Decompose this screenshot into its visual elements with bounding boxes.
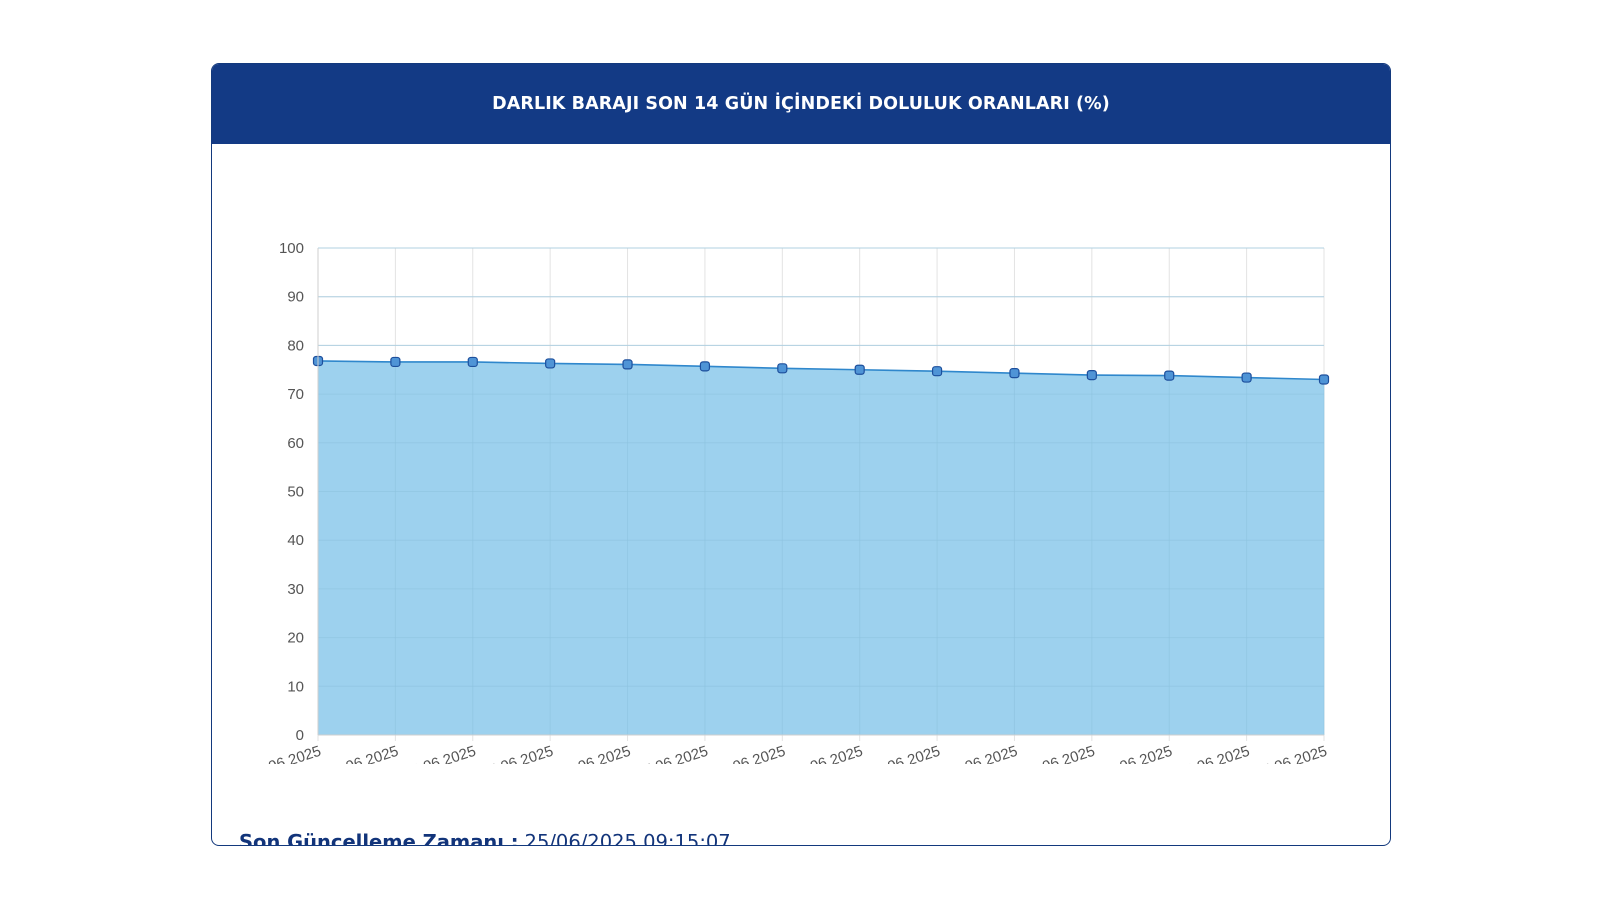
x-tick-label: 12.06.2025 — [247, 743, 324, 764]
x-tick-label: 16.06.2025 — [556, 743, 633, 764]
data-point — [1164, 370, 1175, 381]
x-tick-label: 19.06.2025 — [788, 743, 865, 764]
x-tick-label: 23.06.2025 — [1098, 743, 1175, 764]
y-tick-label: 100 — [279, 240, 304, 257]
series-line — [317, 360, 1325, 381]
dam-occupancy-card: DARLIK BARAJI SON 14 GÜN İÇİNDEKİ DOLULU… — [211, 63, 1391, 846]
chart-title: DARLIK BARAJI SON 14 GÜN İÇİNDEKİ DOLULU… — [492, 94, 1110, 114]
last-update-value: 25/06/2025 09:15:07 — [524, 830, 731, 846]
data-point — [545, 358, 556, 369]
data-point — [777, 363, 788, 374]
line-layer — [317, 360, 1325, 381]
x-tick-label: 21.06.2025 — [943, 743, 1020, 764]
data-point — [622, 359, 633, 370]
occupancy-chart: 0 10 20 30 40 50 60 70 80 90 100 12.06.2025 13.06.2… — [247, 240, 1330, 782]
y-axis: 0 10 20 30 40 50 60 70 80 90 100 — [279, 240, 319, 744]
last-update-label: Son Güncelleme Zamanı : — [239, 830, 519, 846]
x-tick-label: 22.06.2025 — [1020, 743, 1097, 764]
x-tick-label: 17.06.2025 — [634, 743, 711, 764]
area-layer — [317, 247, 1325, 736]
x-tick-label: 18.06.2025 — [711, 743, 788, 764]
y-tick-label: 40 — [287, 532, 304, 549]
y-tick-label: 80 — [287, 337, 304, 354]
y-tick-label: 0 — [296, 727, 304, 744]
y-tick-label: 30 — [287, 581, 304, 598]
data-point — [1318, 374, 1330, 385]
x-tick-label: 25.06.2025 — [1253, 743, 1330, 764]
y-tick-label: 70 — [287, 386, 304, 403]
data-point — [1241, 372, 1252, 383]
chart-area: 0 10 20 30 40 50 60 70 80 90 100 12.06.2025 13.06.2… — [212, 144, 1390, 782]
x-tick-label: 15.06.2025 — [479, 743, 556, 764]
x-tick-label: 13.06.2025 — [324, 743, 401, 764]
last-update: Son Güncelleme Zamanı : 25/06/2025 09:15:… — [239, 830, 731, 846]
marker-layer — [312, 355, 1330, 385]
data-point — [390, 356, 401, 368]
data-point — [1009, 368, 1020, 379]
x-axis: 12.06.2025 13.06.2025 14.06.2025 15.06.2025… — [247, 734, 1330, 782]
x-tick-label: 14.06.2025 — [401, 743, 478, 764]
y-tick-label: 50 — [287, 484, 304, 501]
data-point — [699, 361, 711, 372]
y-tick-label: 90 — [287, 289, 304, 306]
data-point — [854, 364, 865, 375]
y-tick-label: 10 — [287, 678, 304, 695]
y-tick-label: 20 — [287, 630, 304, 647]
x-tick-label: 24.06.2025 — [1175, 743, 1252, 764]
card-header: DARLIK BARAJI SON 14 GÜN İÇİNDEKİ DOLULU… — [212, 64, 1390, 144]
x-tick-label: 20.06.2025 — [866, 743, 943, 764]
data-point — [931, 366, 943, 377]
y-tick-label: 60 — [287, 435, 304, 452]
series-area — [318, 360, 1324, 735]
data-point — [467, 356, 478, 368]
data-point — [1086, 370, 1097, 381]
